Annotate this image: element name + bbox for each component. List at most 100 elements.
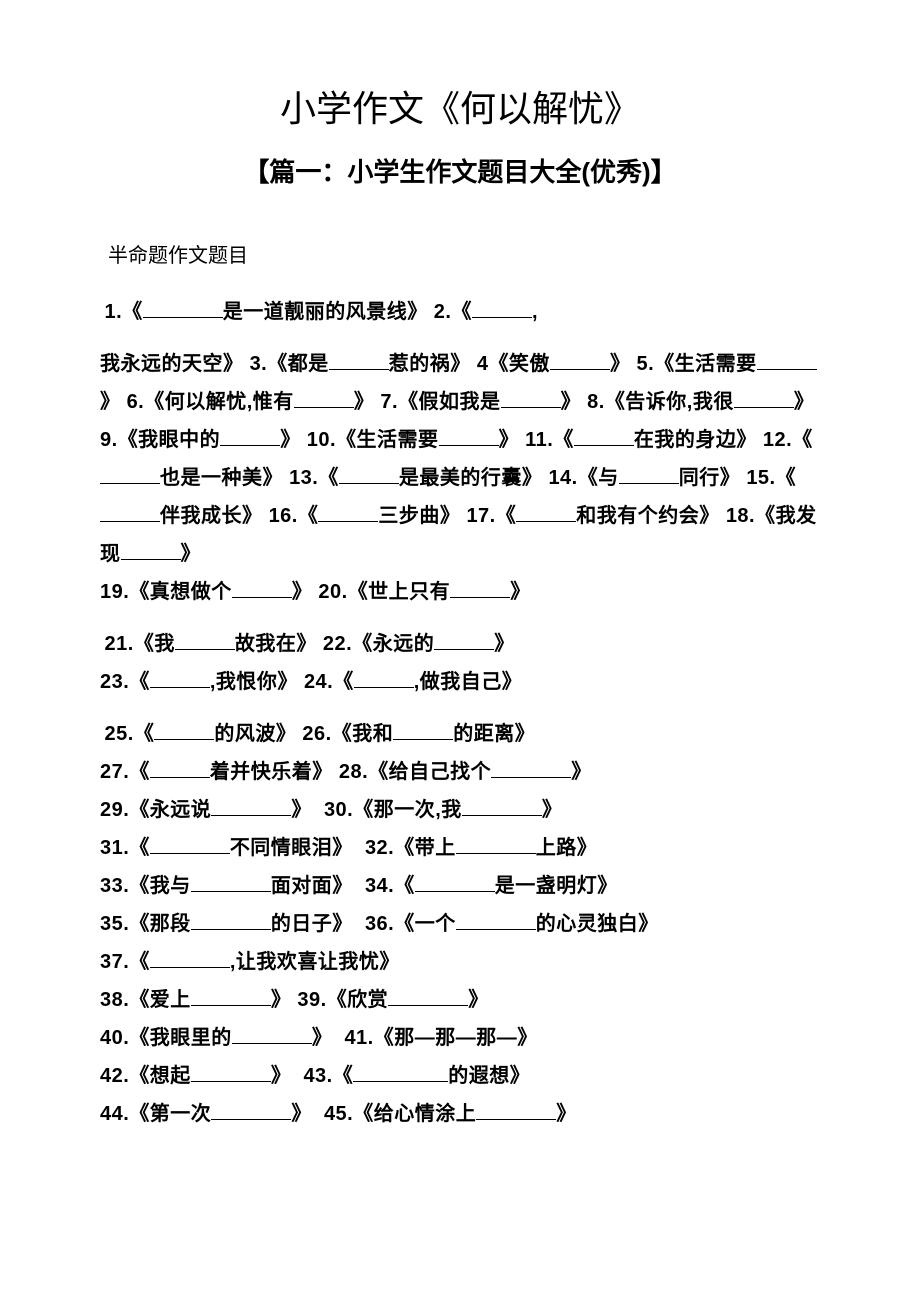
item-number: 27. <box>100 761 129 783</box>
fill-blank <box>232 579 292 598</box>
item-number: 28. <box>339 761 368 783</box>
item-number: 35. <box>100 913 129 935</box>
fill-blank <box>294 389 354 408</box>
text: 《我眼中的 <box>118 429 221 451</box>
text: 》 <box>312 1027 333 1049</box>
text: 》 <box>100 391 121 413</box>
fill-blank <box>353 1063 448 1082</box>
fill-blank <box>434 631 494 650</box>
item-number: 38. <box>100 989 129 1011</box>
text: 《那一次,我 <box>353 799 462 821</box>
text: ,做我自己》 <box>414 671 523 693</box>
text: 》 <box>280 429 301 451</box>
text: 同行》 <box>679 467 741 489</box>
text: 的遐想》 <box>448 1065 530 1087</box>
text: 》 <box>291 799 312 821</box>
text: 《笑傲 <box>488 353 550 375</box>
text: 》 <box>794 391 815 413</box>
text: 《 <box>134 723 155 745</box>
document-page: 小学作文《何以解忧》 【篇一：小学生作文题目大全(优秀)】 半命题作文题目 1.… <box>0 0 920 1207</box>
text: 《 <box>129 761 150 783</box>
text: 》 <box>510 581 531 603</box>
item-number: 12. <box>763 429 792 451</box>
text: 》 <box>494 633 515 655</box>
fill-blank <box>757 351 817 370</box>
text: 《我和 <box>332 723 394 745</box>
item-number: 33. <box>100 875 129 897</box>
text: 《 <box>333 1065 354 1087</box>
fill-blank <box>191 911 271 930</box>
text: 不同情眼泪》 <box>230 837 353 859</box>
item-number: 37. <box>100 951 129 973</box>
text: 是一道靓丽的风景线》 <box>223 301 428 323</box>
text: 的心灵独白》 <box>536 913 659 935</box>
item-number: 41. <box>344 1027 373 1049</box>
text: 《欣赏 <box>327 989 389 1011</box>
item-number: 17. <box>466 505 495 527</box>
fill-blank <box>450 579 510 598</box>
item-number: 44. <box>100 1103 129 1125</box>
fill-blank <box>150 835 230 854</box>
text: 《给自己找个 <box>368 761 491 783</box>
text: 我永远的天空》 <box>100 353 244 375</box>
text: 《那—那—那—》 <box>374 1027 538 1049</box>
text: 》 <box>271 1065 292 1087</box>
item-number: 36. <box>365 913 394 935</box>
item-number: 15. <box>746 467 775 489</box>
text: 《一个 <box>394 913 456 935</box>
text: 《假如我是 <box>398 391 501 413</box>
item-number: 19. <box>100 581 129 603</box>
section-label: 半命题作文题目 <box>100 239 820 268</box>
fill-blank <box>175 631 235 650</box>
text: 《 <box>318 467 339 489</box>
text: 和我有个约会》 <box>576 505 720 527</box>
text: 的距离》 <box>453 723 535 745</box>
text: ,让我欢喜让我忧》 <box>230 951 400 973</box>
fill-blank <box>150 669 210 688</box>
item-number: 18. <box>726 505 755 527</box>
fill-blank <box>619 465 679 484</box>
item-number: 31. <box>100 837 129 859</box>
text: 《与 <box>578 467 619 489</box>
fill-blank <box>100 465 160 484</box>
item-number: 6. <box>127 391 145 413</box>
text: 《 <box>122 301 143 323</box>
text: 《爱上 <box>129 989 191 1011</box>
text: 《 <box>333 671 354 693</box>
item-number: 21. <box>105 633 134 655</box>
item-number: 16. <box>269 505 298 527</box>
text: 惹的祸》 <box>389 353 471 375</box>
text: 《 <box>792 429 813 451</box>
item-number: 29. <box>100 799 129 821</box>
fill-blank <box>501 389 561 408</box>
text: 》 <box>354 391 375 413</box>
prompt-line-1: 1.《是一道靓丽的风景线》 2.《, <box>100 293 820 331</box>
text: 》 <box>499 429 520 451</box>
fill-blank <box>143 299 223 318</box>
fill-blank <box>211 797 291 816</box>
text: 的日子》 <box>271 913 353 935</box>
fill-blank <box>150 949 230 968</box>
item-number: 23. <box>100 671 129 693</box>
text: 《想起 <box>129 1065 191 1087</box>
fill-blank <box>154 721 214 740</box>
text: 《 <box>394 875 415 897</box>
fill-blank <box>121 541 181 560</box>
text: 《都是 <box>267 353 329 375</box>
item-number: 40. <box>100 1027 129 1049</box>
text: 《 <box>451 301 472 323</box>
fill-blank <box>491 759 571 778</box>
document-subtitle: 【篇一：小学生作文题目大全(优秀)】 <box>100 152 820 189</box>
text: 》 <box>556 1103 577 1125</box>
item-number: 2. <box>434 301 452 323</box>
fill-blank <box>232 1025 312 1044</box>
text: 《何以解忧,惟有 <box>144 391 294 413</box>
fill-blank <box>100 503 160 522</box>
fill-blank <box>318 503 378 522</box>
text: 《 <box>298 505 319 527</box>
fill-blank <box>456 835 536 854</box>
document-title: 小学作文《何以解忧》 <box>100 80 820 132</box>
text: 《我与 <box>129 875 191 897</box>
fill-blank <box>211 1101 291 1120</box>
fill-blank <box>388 987 468 1006</box>
